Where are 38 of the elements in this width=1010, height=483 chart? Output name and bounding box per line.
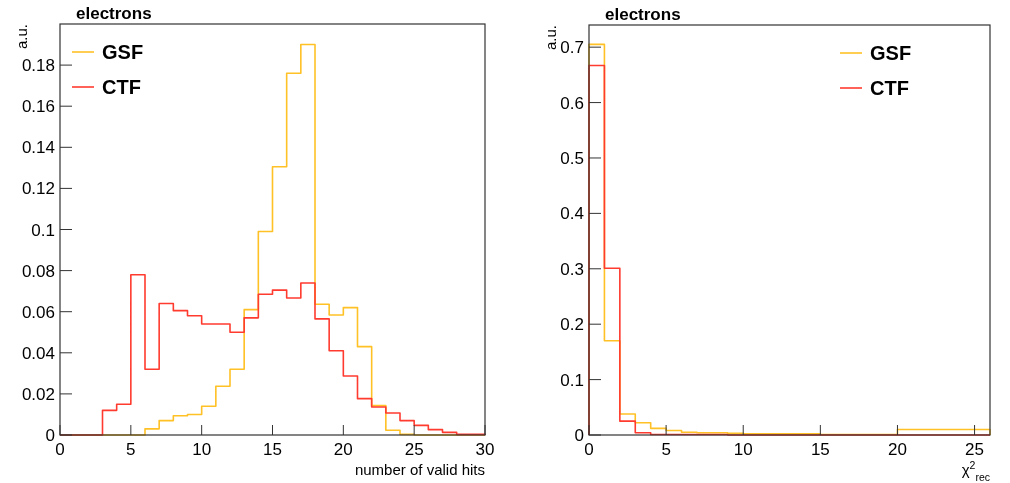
y-tick-label: 0.4 [560, 204, 584, 224]
x-tick-label: 5 [126, 440, 136, 459]
x-tick-label: 15 [263, 440, 282, 459]
x-axis-title: number of valid hits [354, 461, 485, 478]
y-tick-label: 0.3 [560, 259, 584, 279]
x-tick-label: 15 [810, 440, 830, 459]
y-tick-label: 0 [45, 426, 55, 445]
x-tick-label: 25 [965, 440, 985, 459]
x-tick-label: 20 [333, 440, 353, 459]
y-tick-label: 0 [574, 426, 584, 445]
y-tick-label: 0.12 [21, 179, 55, 199]
legend-label: CTF [102, 76, 141, 98]
y-tick-label: 0.6 [560, 93, 584, 113]
y-tick-label: 0.7 [560, 38, 584, 58]
y-tick-label: 0.1 [31, 220, 55, 240]
y-tick-label: 0.02 [21, 384, 55, 404]
x-tick-label: 25 [404, 440, 424, 459]
legend-label: GSF [102, 41, 144, 63]
x-tick-label: 10 [733, 440, 753, 459]
y-tick-label: 0.14 [21, 138, 55, 158]
x-tick-label: 20 [888, 440, 907, 459]
y-tick-label: 0.1 [560, 370, 584, 390]
x-tick-label: 30 [475, 440, 495, 459]
chart-title: electrons [605, 5, 681, 24]
y-tick-label: 0.5 [560, 148, 584, 168]
chart-title: electrons [76, 4, 152, 23]
legend-label: GSF [870, 42, 912, 64]
y-tick-label: 0.04 [21, 343, 55, 363]
y-tick-label: 0.16 [21, 97, 55, 117]
x-tick-label: 5 [661, 440, 671, 459]
y-tick-label: 0.2 [560, 315, 584, 335]
y-axis-title: a.u. [542, 25, 559, 51]
y-axis-title: a.u. [13, 24, 30, 50]
y-tick-label: 0.08 [21, 261, 55, 281]
x-tick-label: 10 [192, 440, 212, 459]
y-tick-label: 0.18 [21, 56, 55, 76]
legend-label: CTF [870, 77, 909, 99]
y-tick-label: 0.06 [21, 302, 55, 322]
